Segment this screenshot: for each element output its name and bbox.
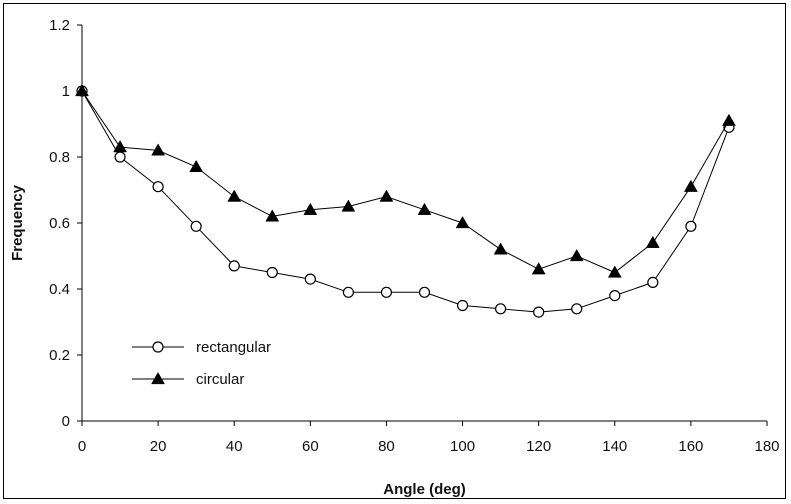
- y-axis-title: Frequency: [9, 184, 26, 261]
- data-point-circular: [341, 199, 356, 212]
- data-point-circular: [607, 265, 622, 278]
- x-tick-label: 160: [678, 438, 703, 455]
- series-rectangular: [76, 85, 735, 318]
- data-point-rectangular: [114, 151, 126, 163]
- data-point-rectangular: [609, 290, 621, 302]
- data-point-rectangular: [304, 273, 316, 285]
- data-point-circular: [722, 113, 736, 126]
- data-point-rectangular: [495, 303, 507, 315]
- legend-item-circular: circular: [132, 371, 244, 388]
- data-point-circular: [227, 189, 242, 202]
- data-point-circular: [531, 262, 546, 275]
- y-tick-label: 0.6: [49, 215, 70, 232]
- data-point-circular: [113, 140, 127, 153]
- data-point-circular: [493, 242, 508, 255]
- y-tick-label: 0: [62, 413, 70, 430]
- x-tick-label: 180: [754, 438, 779, 455]
- x-tick-label: 60: [302, 438, 319, 455]
- legend-label: circular: [196, 371, 244, 388]
- data-point-circular: [151, 143, 166, 156]
- data-point-rectangular: [685, 220, 697, 232]
- data-point-circular: [189, 159, 204, 173]
- data-point-rectangular: [152, 181, 164, 193]
- data-point-circular: [569, 248, 584, 262]
- axes: 0 0.2 0.4 0.6 0.8 1 1.2 0 20 40 60 80 100 120 140 160 18…: [49, 17, 779, 455]
- y-tick-label: 0.2: [49, 347, 70, 364]
- x-axis-title: Angle (deg): [383, 481, 466, 498]
- data-point-rectangular: [571, 303, 583, 315]
- x-tick-label: 40: [226, 438, 243, 455]
- legend-item-rectangular: rectangular: [132, 339, 271, 356]
- data-point-circular: [303, 202, 318, 215]
- legend-marker: [152, 341, 164, 353]
- y-tick-label: 0.4: [49, 281, 70, 298]
- series-layer: [75, 83, 736, 318]
- x-tick-label: 20: [150, 438, 167, 455]
- data-point-circular: [455, 215, 470, 229]
- x-tick-label: 120: [526, 438, 551, 455]
- y-tick-label: 1.2: [49, 17, 70, 34]
- legend-label: rectangular: [196, 339, 271, 356]
- legend: rectangular circular: [132, 339, 271, 388]
- data-point-rectangular: [190, 220, 202, 232]
- data-point-circular: [645, 235, 660, 248]
- data-point-circular: [379, 189, 394, 202]
- series-line-rectangular: [81, 90, 730, 313]
- x-tick-label: 100: [450, 438, 475, 455]
- series-circular: [75, 83, 736, 278]
- x-tick-label: 80: [378, 438, 395, 455]
- data-point-rectangular: [266, 266, 278, 279]
- series-line-circular: [81, 90, 730, 274]
- y-tick-label: 1: [62, 83, 70, 100]
- data-point-rectangular: [342, 286, 354, 298]
- data-point-circular: [417, 202, 432, 215]
- data-point-circular: [75, 83, 89, 97]
- x-tick-label: 140: [602, 438, 627, 455]
- chart-frame: [3, 3, 786, 499]
- data-point-rectangular: [380, 286, 393, 298]
- data-point-circular: [265, 209, 280, 222]
- data-point-rectangular: [228, 260, 240, 272]
- data-point-rectangular: [456, 299, 469, 312]
- data-point-rectangular: [418, 286, 431, 298]
- legend-marker: [151, 371, 165, 385]
- data-point-rectangular: [647, 276, 659, 288]
- x-tick-label: 0: [78, 438, 86, 455]
- data-point-rectangular: [533, 306, 545, 318]
- y-tick-label: 0.8: [49, 149, 70, 166]
- data-point-circular: [683, 179, 698, 192]
